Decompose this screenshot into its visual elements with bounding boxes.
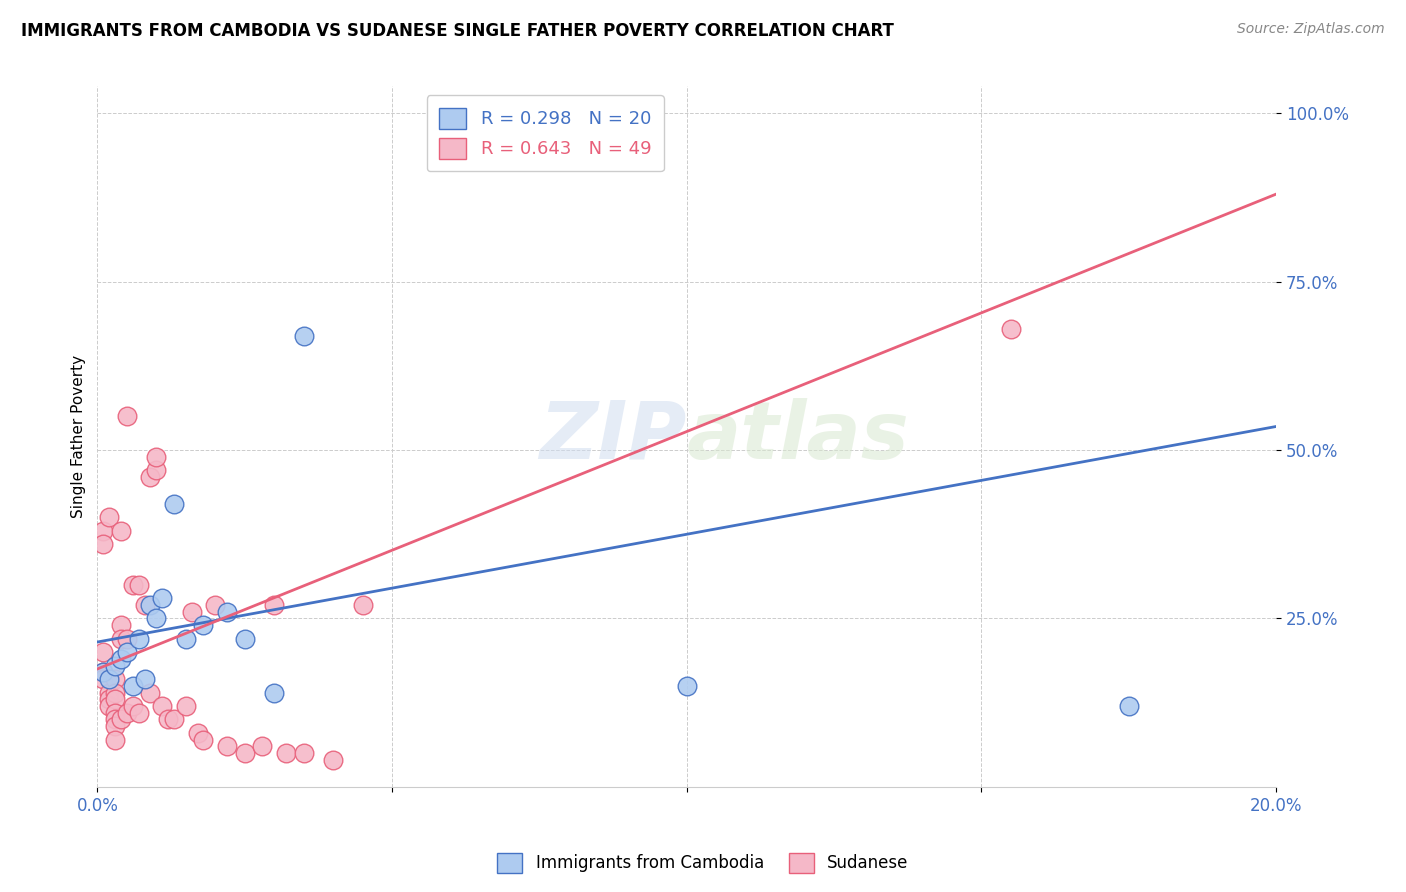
Point <box>121 698 143 713</box>
Point <box>204 598 226 612</box>
Point <box>233 632 256 646</box>
Point <box>322 753 344 767</box>
Point <box>91 537 114 551</box>
Text: atlas: atlas <box>686 398 910 475</box>
Point <box>104 719 127 733</box>
Point <box>134 598 156 612</box>
Point <box>163 497 186 511</box>
Point <box>145 450 167 464</box>
Point <box>139 598 162 612</box>
Point <box>104 658 127 673</box>
Point <box>193 732 215 747</box>
Point <box>104 706 127 720</box>
Point <box>104 692 127 706</box>
Point <box>121 578 143 592</box>
Point <box>110 524 132 538</box>
Point <box>128 706 150 720</box>
Point <box>104 713 127 727</box>
Point <box>98 698 121 713</box>
Point <box>263 685 285 699</box>
Point <box>163 713 186 727</box>
Point <box>352 598 374 612</box>
Point <box>187 726 209 740</box>
Point <box>104 732 127 747</box>
Y-axis label: Single Father Poverty: Single Father Poverty <box>72 355 86 518</box>
Point <box>104 685 127 699</box>
Point <box>145 463 167 477</box>
Point <box>110 713 132 727</box>
Point <box>98 672 121 686</box>
Legend: Immigrants from Cambodia, Sudanese: Immigrants from Cambodia, Sudanese <box>491 847 915 880</box>
Point <box>150 698 173 713</box>
Point <box>292 746 315 760</box>
Point <box>128 578 150 592</box>
Point <box>157 713 180 727</box>
Point <box>145 611 167 625</box>
Point <box>252 739 274 754</box>
Point <box>139 685 162 699</box>
Point <box>98 510 121 524</box>
Point <box>91 665 114 680</box>
Point <box>121 679 143 693</box>
Point <box>139 470 162 484</box>
Point <box>134 672 156 686</box>
Point <box>115 706 138 720</box>
Point <box>110 632 132 646</box>
Point <box>91 665 114 680</box>
Point <box>104 672 127 686</box>
Text: Source: ZipAtlas.com: Source: ZipAtlas.com <box>1237 22 1385 37</box>
Point <box>292 328 315 343</box>
Point <box>215 739 238 754</box>
Point <box>98 692 121 706</box>
Point <box>98 685 121 699</box>
Point <box>91 645 114 659</box>
Point <box>174 698 197 713</box>
Point <box>128 632 150 646</box>
Point <box>115 409 138 424</box>
Point <box>263 598 285 612</box>
Point <box>193 618 215 632</box>
Text: IMMIGRANTS FROM CAMBODIA VS SUDANESE SINGLE FATHER POVERTY CORRELATION CHART: IMMIGRANTS FROM CAMBODIA VS SUDANESE SIN… <box>21 22 894 40</box>
Point <box>115 632 138 646</box>
Point <box>91 524 114 538</box>
Point <box>1000 322 1022 336</box>
Point <box>675 679 697 693</box>
Point <box>1118 698 1140 713</box>
Point <box>115 645 138 659</box>
Point <box>150 591 173 606</box>
Point <box>91 672 114 686</box>
Legend: R = 0.298   N = 20, R = 0.643   N = 49: R = 0.298 N = 20, R = 0.643 N = 49 <box>426 95 664 171</box>
Point <box>215 605 238 619</box>
Point <box>274 746 297 760</box>
Point <box>233 746 256 760</box>
Text: ZIP: ZIP <box>540 398 686 475</box>
Point <box>174 632 197 646</box>
Point <box>180 605 202 619</box>
Point <box>110 618 132 632</box>
Point <box>110 652 132 666</box>
